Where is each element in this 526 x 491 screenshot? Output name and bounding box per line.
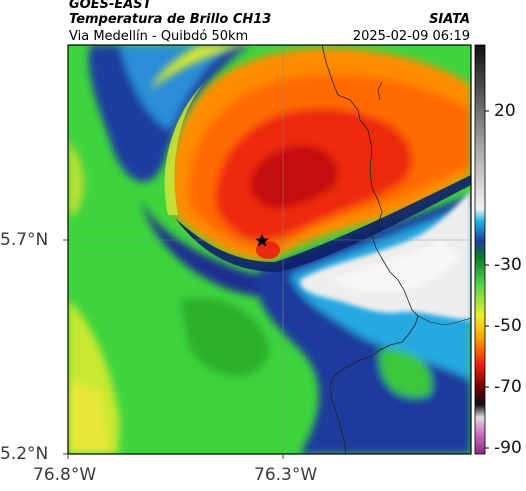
colorbar-tick-20: 20 <box>494 101 516 121</box>
product-title: Temperatura de Brillo CH13 <box>69 12 272 27</box>
colorbar <box>474 44 489 455</box>
colorbar-tick-minus90: -90 <box>494 438 522 458</box>
region-subtitle: Via Medellín - Quibdó 50km <box>69 29 249 44</box>
location-star-marker <box>255 234 269 247</box>
colorbar-tick-minus70: -70 <box>494 377 522 397</box>
x-tick-label-76-8w: 76.8°W <box>33 465 97 485</box>
colorbar-tick-minus30: -30 <box>494 255 522 275</box>
y-tick-label-5-2n: 5.2°N <box>0 444 49 464</box>
timestamp-label: 2025-02-09 06:19 <box>352 29 470 44</box>
x-tick-label-76-3w: 76.3°W <box>254 465 318 485</box>
source-label: SIATA <box>429 12 470 27</box>
map-image <box>68 45 471 454</box>
y-tick-label-5-7n: 5.7°N <box>0 230 49 250</box>
map-frame <box>67 44 472 455</box>
colorbar-tick-minus50: -50 <box>494 316 522 336</box>
satellite-title: GOES-EAST <box>69 0 152 12</box>
